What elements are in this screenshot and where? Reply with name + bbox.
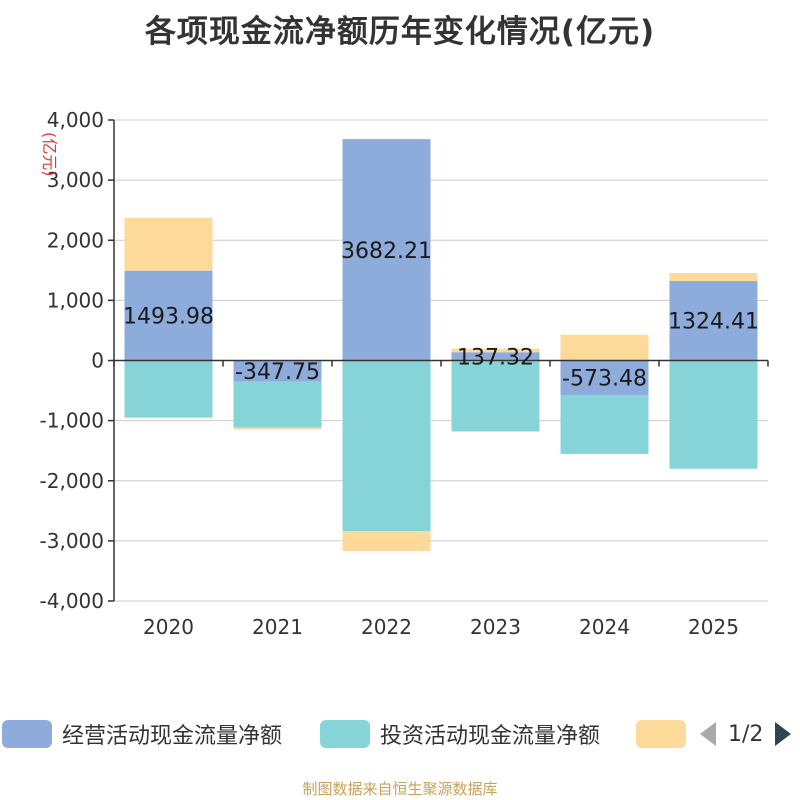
y-tick-label: 0 (91, 349, 104, 373)
chart-area: 4,000 3,000 2,000 1,000 0 -1,000 -2,000 -3,000 -… (40, 108, 769, 639)
legend-swatch-investing (320, 720, 370, 748)
x-tick-label: 2024 (579, 615, 630, 639)
y-tick-label: 1,000 (47, 288, 104, 312)
bar-2024-series-1 (560, 394, 649, 454)
bar-2020-series-0 (124, 270, 213, 361)
legend-pager: 1/2 (698, 720, 793, 748)
bar-2021-series-1 (233, 381, 322, 428)
pager-prev-icon[interactable] (698, 720, 720, 748)
pager-next-icon[interactable] (771, 720, 793, 748)
bar-2022-series-0 (342, 139, 431, 361)
x-tick-label: 2020 (143, 615, 194, 639)
bar-2025-series-2 (669, 273, 758, 281)
data-label: -347.75 (235, 360, 320, 385)
x-tick-label: 2025 (688, 615, 739, 639)
legend-swatch-financing (636, 720, 686, 748)
bar-2024-series-2 (560, 334, 649, 361)
data-label: 137.32 (457, 345, 534, 370)
y-tick-label: 3,000 (47, 168, 104, 192)
legend-label-investing: 投资活动现金流量净额 (380, 724, 601, 749)
bar-2022-series-2 (342, 531, 431, 552)
bar-2024-series-0 (560, 360, 649, 395)
data-label: 1493.98 (123, 305, 214, 330)
bar-2022-series-1 (342, 360, 431, 532)
legend-item-investing[interactable]: 投资活动现金流量净额 (320, 716, 600, 752)
data-label: -573.48 (562, 367, 647, 392)
bar-2020-series-1 (124, 360, 213, 418)
bar-2021-series-2 (233, 427, 322, 430)
y-tick-label: -4,000 (40, 589, 104, 613)
y-tick-label: -2,000 (40, 469, 104, 493)
y-tick-label: 2,000 (47, 228, 104, 252)
bar-2025-series-1 (669, 360, 758, 469)
bar-2025-series-0 (669, 280, 758, 361)
x-tick-label: 2022 (361, 615, 412, 639)
data-label: 1324.41 (668, 310, 759, 335)
pager-text: 1/2 (728, 721, 764, 747)
y-tick-label: -1,000 (40, 409, 104, 433)
y-tick-label: 4,000 (47, 108, 104, 132)
y-axis-unit-label: (亿元) (40, 132, 59, 177)
source-note: 制图数据来自恒生聚源数据库 (302, 780, 498, 798)
y-tick-label: -3,000 (40, 529, 104, 553)
legend: 经营活动现金流量净额 投资活动现金流量净额 1/2 (0, 716, 800, 756)
legend-item-financing[interactable] (636, 716, 686, 752)
x-tick-label: 2021 (252, 615, 303, 639)
bar-2020-series-2 (124, 217, 213, 271)
legend-label-operating: 经营活动现金流量净额 (62, 724, 283, 749)
bar-2021-series-0 (233, 360, 322, 382)
bar-2023-series-1 (451, 360, 540, 432)
bar-2023-series-2 (451, 348, 540, 353)
chart-title: 各项现金流净额历年变化情况(亿元) (144, 14, 656, 50)
legend-item-operating[interactable]: 经营活动现金流量净额 (2, 716, 282, 752)
x-tick-label: 2023 (470, 615, 521, 639)
data-label: 3682.21 (341, 239, 432, 264)
bar-2023-series-0 (451, 352, 540, 361)
legend-swatch-operating (2, 720, 52, 748)
